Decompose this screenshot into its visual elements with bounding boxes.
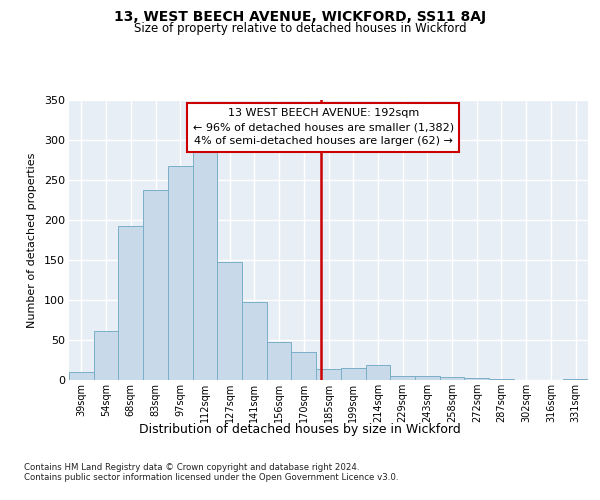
Text: Distribution of detached houses by size in Wickford: Distribution of detached houses by size … — [139, 422, 461, 436]
Bar — [341, 368, 365, 380]
Text: Size of property relative to detached houses in Wickford: Size of property relative to detached ho… — [134, 22, 466, 35]
Bar — [464, 378, 489, 380]
Bar — [267, 342, 292, 380]
Bar — [242, 302, 267, 380]
Bar — [316, 369, 341, 380]
Bar — [292, 352, 316, 380]
Bar — [217, 262, 242, 380]
Bar — [390, 376, 415, 380]
Bar — [415, 376, 440, 380]
Bar — [143, 190, 168, 380]
Bar — [440, 377, 464, 380]
Bar — [118, 226, 143, 380]
Bar — [94, 331, 118, 380]
Y-axis label: Number of detached properties: Number of detached properties — [27, 152, 37, 328]
Bar — [193, 152, 217, 380]
Bar — [489, 379, 514, 380]
Text: Contains HM Land Registry data © Crown copyright and database right 2024.
Contai: Contains HM Land Registry data © Crown c… — [24, 462, 398, 482]
Bar — [563, 379, 588, 380]
Text: 13, WEST BEECH AVENUE, WICKFORD, SS11 8AJ: 13, WEST BEECH AVENUE, WICKFORD, SS11 8A… — [114, 10, 486, 24]
Bar — [168, 166, 193, 380]
Bar — [69, 372, 94, 380]
Bar — [365, 365, 390, 380]
Text: 13 WEST BEECH AVENUE: 192sqm
← 96% of detached houses are smaller (1,382)
4% of : 13 WEST BEECH AVENUE: 192sqm ← 96% of de… — [193, 108, 454, 146]
